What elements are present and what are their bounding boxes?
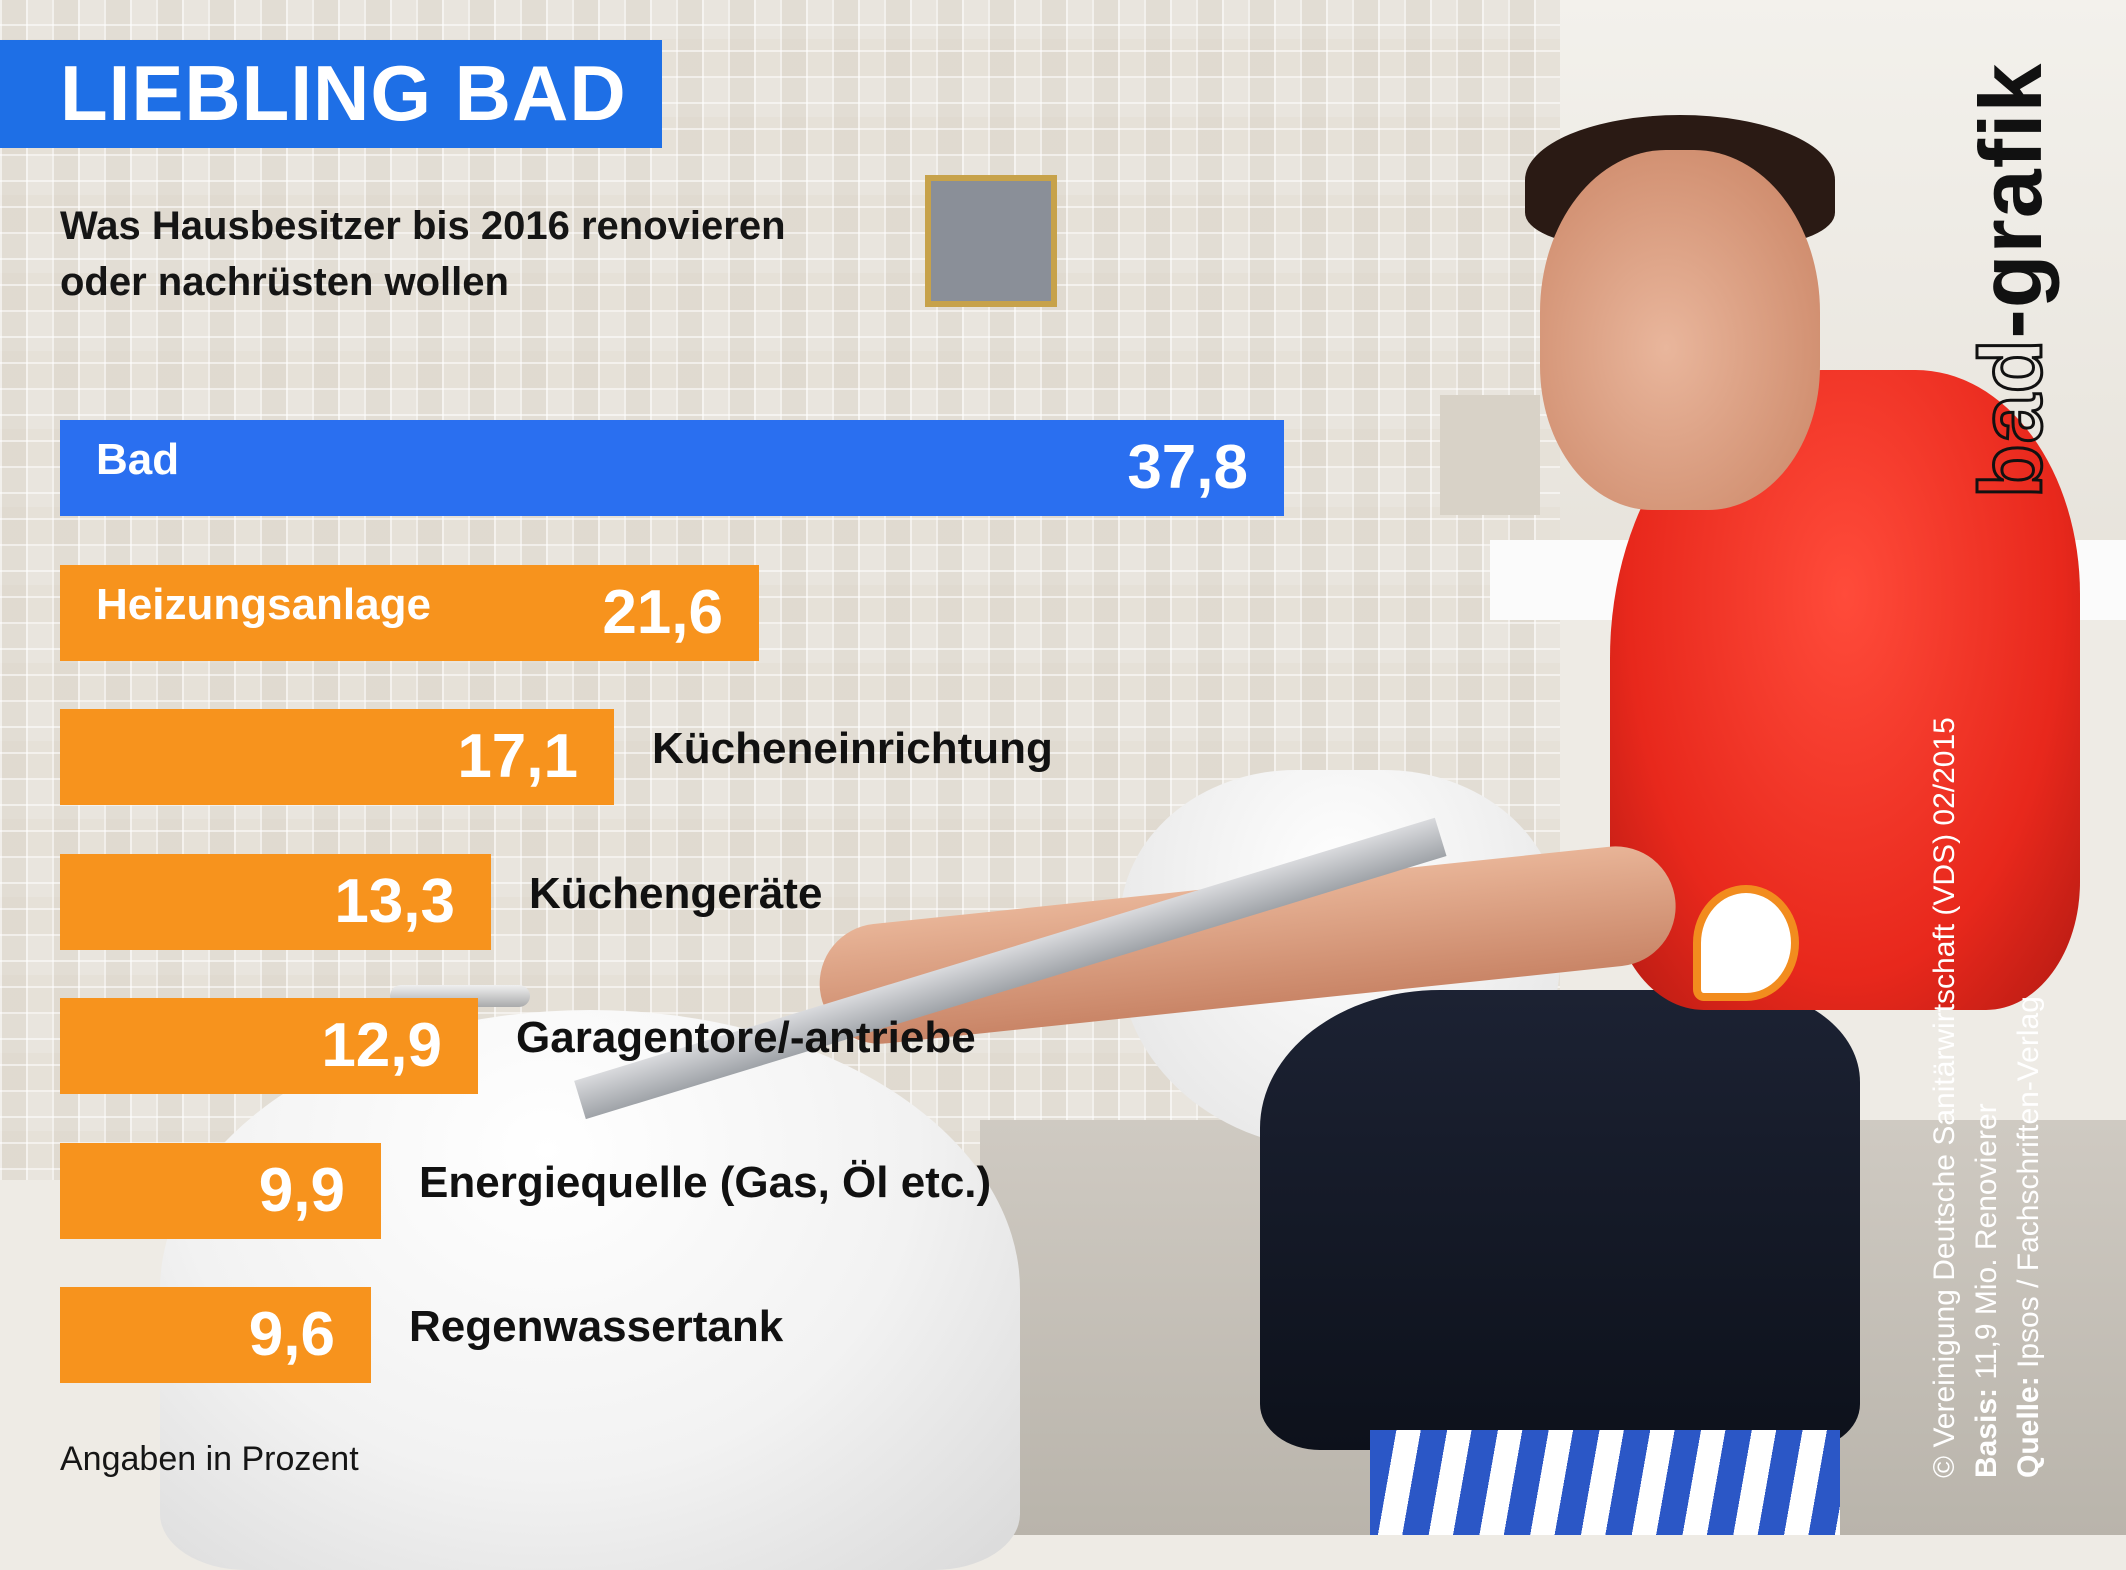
- bar-category-label: Kücheneinrichtung: [652, 724, 1053, 773]
- bar-category-label: Garagentore/-antriebe: [516, 1013, 976, 1062]
- bar-1: [60, 420, 1284, 516]
- shirt-badge-icon: [1693, 885, 1799, 1001]
- bar-6: [60, 1143, 381, 1239]
- mosaic-tile-wall: [0, 0, 1560, 1180]
- title-banner: [0, 40, 662, 148]
- source-label: Quelle:: [2012, 1376, 2045, 1478]
- bar-4: [60, 854, 491, 950]
- bar-category-label: Bad: [96, 435, 180, 484]
- unit-note: Angaben in Prozent: [60, 1440, 359, 1478]
- bar-value-label: 12,9: [321, 1011, 442, 1080]
- wall-flush-panel: [925, 175, 1057, 307]
- bar-2: [60, 565, 759, 661]
- copyright-text: © Vereinigung Deutsche Sanitärwirtschaft…: [1928, 717, 1961, 1478]
- bar-5: [60, 998, 478, 1094]
- bar-category-label: Regenwassertank: [409, 1302, 784, 1351]
- chart-subtitle: Was Hausbesitzer bis 2016 renovieren ode…: [60, 198, 960, 310]
- chart-title: LIEBLING BAD: [60, 49, 627, 137]
- bar-value-label: 9,9: [258, 1156, 345, 1225]
- bar-category-label: Küchengeräte: [529, 869, 823, 918]
- bar-value-label: 37,8: [1127, 433, 1248, 502]
- bar-chart: 37,8 Bad 21,6 Heizungsanlage 17,1 Kücheneinri…: [60, 420, 1284, 1383]
- bar-value-label: 17,1: [457, 722, 578, 791]
- logo-grafik-part: -grafik: [1961, 62, 2060, 339]
- bar-value-label: 13,3: [334, 867, 455, 936]
- basis-label: Basis:: [1970, 1387, 2003, 1478]
- worker-trousers: [1260, 990, 1860, 1450]
- basis-text: Basis: 11,9 Mio. Renovierer: [1970, 1103, 2004, 1478]
- worker-head: [1540, 150, 1820, 510]
- bar-3: [60, 709, 614, 805]
- source-value: Ipsos / Fachschriften-Verlag: [2012, 996, 2045, 1377]
- wall-niche: [1440, 395, 1540, 515]
- source-text: Quelle: Ipsos / Fachschriften-Verlag: [2012, 996, 2046, 1478]
- bar-category-label: Heizungsanlage: [96, 580, 431, 629]
- subtitle-line-2: oder nachrüsten wollen: [60, 260, 509, 304]
- striped-towel: [1370, 1430, 1840, 1535]
- bar-value-label: 9,6: [248, 1300, 335, 1369]
- basis-value: 11,9 Mio. Renovierer: [1970, 1103, 2003, 1388]
- bar-value-label: 21,6: [602, 578, 723, 647]
- bad-grafik-logo: bad-grafik: [1960, 62, 2062, 500]
- logo-bad-part: bad: [1960, 337, 2062, 499]
- bar-7: [60, 1287, 371, 1383]
- bar-category-label: Energiequelle (Gas, Öl etc.): [419, 1158, 992, 1207]
- subtitle-line-1: Was Hausbesitzer bis 2016 renovieren: [60, 204, 786, 248]
